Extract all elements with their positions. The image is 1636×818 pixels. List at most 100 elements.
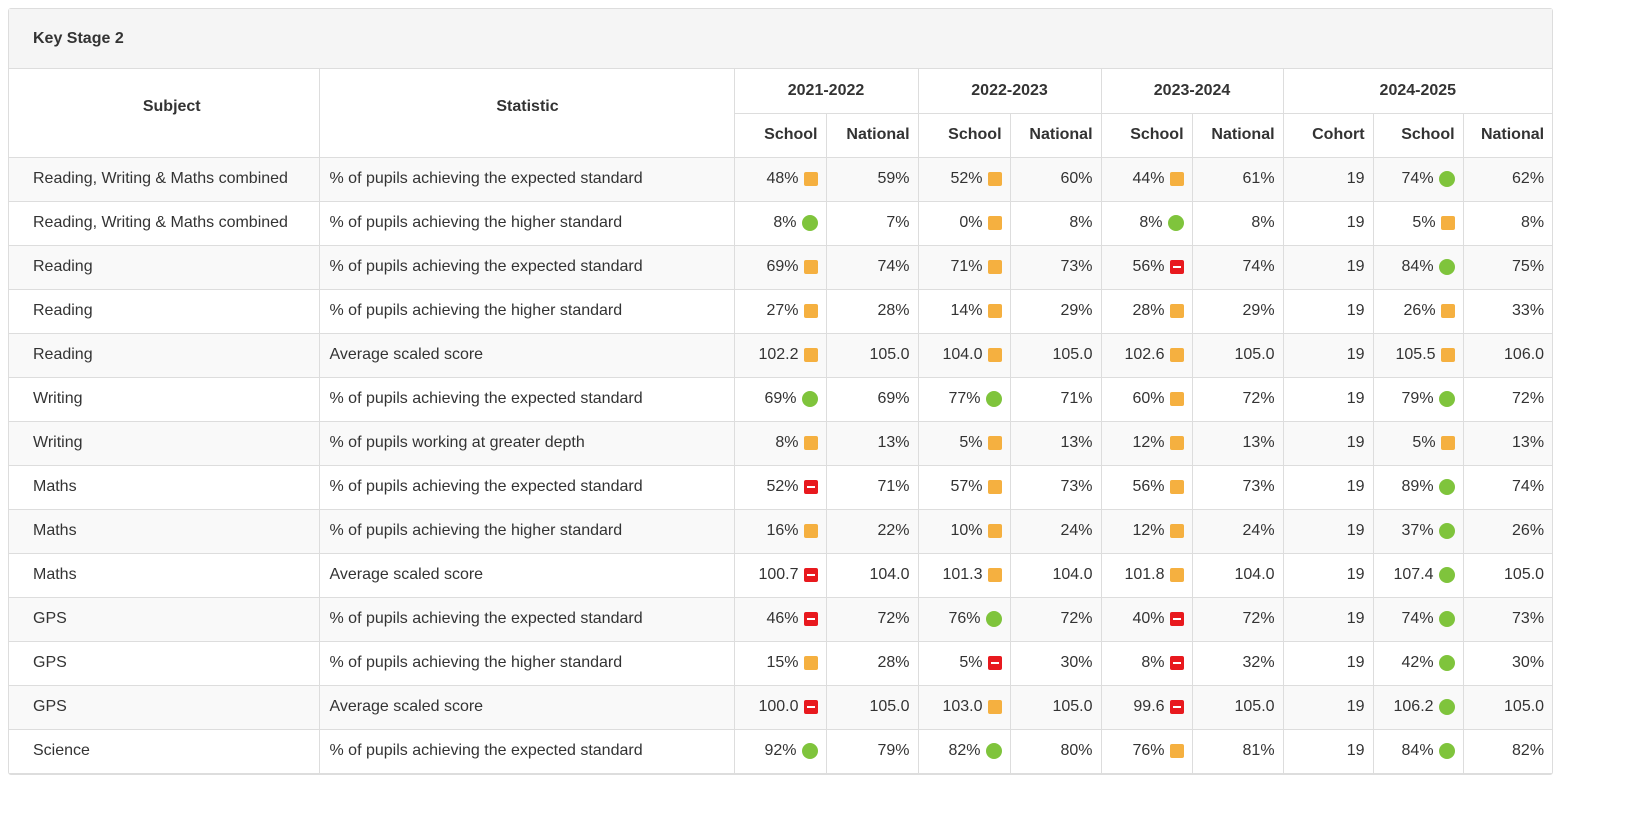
amber-square-icon [1169, 347, 1184, 362]
amber-square-icon [987, 567, 1002, 582]
panel-title: Key Stage 2 [9, 9, 1552, 69]
school-value-cell: 37% [1372, 508, 1464, 554]
statistic-cell: % of pupils achieving the higher standar… [318, 288, 735, 334]
school-value-cell: 101.3 [917, 552, 1011, 598]
table-row: Maths% of pupils achieving the expected … [9, 464, 1553, 510]
amber-square-icon [803, 347, 818, 362]
green-circle-icon [1438, 566, 1455, 583]
statistic-cell: % of pupils achieving the higher standar… [318, 200, 735, 246]
green-circle-icon [1438, 390, 1455, 407]
table-row: Reading Average scaled score 102.2 105.0 104… [9, 332, 1553, 378]
school-value: 92% [764, 741, 797, 759]
table-row: Reading, Writing & Maths combined% of pu… [9, 157, 1553, 202]
red-minus-icon [1169, 611, 1184, 626]
cohort-value: 19 [1282, 200, 1374, 246]
green-circle-icon [1438, 522, 1455, 539]
national-header: National [1191, 112, 1284, 158]
national-value: 82% [1462, 728, 1553, 774]
cohort-value: 19 [1282, 332, 1374, 378]
school-value: 56% [1132, 477, 1165, 495]
national-value: 30% [1009, 640, 1102, 686]
red-minus-icon [803, 611, 818, 626]
school-header: School [1372, 112, 1464, 158]
amber-square-icon [987, 479, 1002, 494]
green-circle-icon [1438, 654, 1455, 671]
statistic-cell: % of pupils achieving the expected stand… [318, 728, 735, 774]
green-circle-icon [1438, 610, 1455, 627]
school-value: 76% [948, 609, 981, 627]
school-value: 60% [1132, 389, 1165, 407]
table-row: GPS% of pupils achieving the expected st… [9, 596, 1553, 642]
national-value: 7% [825, 200, 919, 246]
school-value-cell: 71% [917, 244, 1011, 290]
national-value: 105.0 [1462, 684, 1553, 730]
red-minus-icon [803, 567, 818, 582]
school-value: 26% [1403, 301, 1436, 319]
school-value: 103.0 [942, 697, 983, 715]
amber-square-icon [1169, 171, 1184, 186]
subject-header: Subject [9, 69, 320, 158]
school-value-cell: 52% [917, 157, 1011, 202]
amber-square-icon [1169, 435, 1184, 450]
national-value: 8% [1009, 200, 1102, 246]
school-value-cell: 74% [1372, 596, 1464, 642]
table-row: Science% of pupils achieving the expecte… [9, 728, 1553, 774]
school-value-cell: 102.2 [733, 332, 827, 378]
amber-square-icon [987, 303, 1002, 318]
table-row: Writing% of pupils achieving the expecte… [9, 376, 1553, 422]
cohort-value: 19 [1282, 596, 1374, 642]
table-row: Reading% of pupils achieving the expecte… [9, 244, 1553, 290]
national-value: 81% [1191, 728, 1284, 774]
cohort-value: 19 [1282, 728, 1374, 774]
school-value-cell: 76% [1100, 728, 1193, 774]
national-value: 105.0 [825, 684, 919, 730]
school-value-cell: 82% [917, 728, 1011, 774]
school-value-cell: 16% [733, 508, 827, 554]
school-value-cell: 56% [1100, 464, 1193, 510]
school-value-cell: 103.0 [917, 684, 1011, 730]
cohort-header: Cohort [1282, 112, 1374, 158]
school-value-cell: 10% [917, 508, 1011, 554]
school-value-cell: 56% [1100, 244, 1193, 290]
school-value: 5% [959, 653, 983, 671]
school-value: 28% [1132, 301, 1165, 319]
statistic-cell: % of pupils achieving the expected stand… [318, 464, 735, 510]
statistic-cell: % of pupils working at greater depth [318, 420, 735, 466]
green-circle-icon [1438, 742, 1455, 759]
amber-square-icon [1169, 479, 1184, 494]
national-value: 32% [1191, 640, 1284, 686]
statistic-cell: Average scaled score [318, 684, 735, 730]
amber-square-icon [987, 259, 1002, 274]
school-value-cell: 26% [1372, 288, 1464, 334]
school-value-cell: 5% [917, 640, 1011, 686]
school-value-cell: 84% [1372, 244, 1464, 290]
green-circle-icon [1167, 214, 1184, 231]
green-circle-icon [985, 742, 1002, 759]
national-value: 28% [825, 640, 919, 686]
amber-square-icon [1440, 215, 1455, 230]
national-value: 72% [1191, 596, 1284, 642]
national-value: 13% [825, 420, 919, 466]
school-value: 102.2 [758, 345, 799, 363]
national-value: 105.0 [825, 332, 919, 378]
national-value: 105.0 [1191, 684, 1284, 730]
cohort-value: 19 [1282, 508, 1374, 554]
national-value: 105.0 [1191, 332, 1284, 378]
cohort-value: 19 [1282, 684, 1374, 730]
statistic-cell: Average scaled score [318, 552, 735, 598]
national-value: 22% [825, 508, 919, 554]
school-value: 100.7 [758, 565, 799, 583]
amber-square-icon [1169, 391, 1184, 406]
cohort-value: 19 [1282, 464, 1374, 510]
school-value: 12% [1132, 433, 1165, 451]
cohort-value: 19 [1282, 376, 1374, 422]
school-header: School [917, 112, 1011, 158]
year-header-2024-2025: 2024-2025 [1282, 69, 1553, 114]
national-value: 73% [1191, 464, 1284, 510]
national-value: 73% [1462, 596, 1553, 642]
school-value: 44% [1132, 169, 1165, 187]
school-value: 84% [1401, 257, 1434, 275]
school-header: School [1100, 112, 1193, 158]
statistic-header: Statistic [318, 69, 735, 158]
school-value: 69% [764, 389, 797, 407]
